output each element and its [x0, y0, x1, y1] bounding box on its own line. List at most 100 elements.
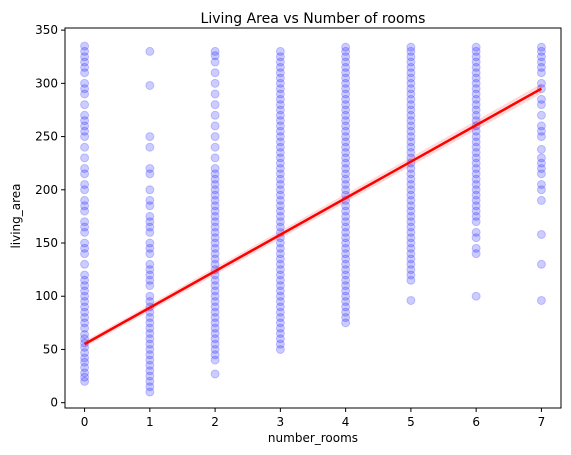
regression-line [83, 87, 543, 346]
data-point [341, 238, 351, 248]
data-point [145, 164, 155, 174]
data-point [341, 121, 351, 131]
data-point [341, 174, 351, 184]
y-tick-label: 250 [35, 130, 58, 144]
data-point [80, 169, 90, 179]
data-point [536, 185, 546, 195]
data-point [341, 100, 351, 110]
points-layer [80, 41, 546, 397]
data-point [275, 84, 285, 94]
data-point [80, 46, 90, 56]
data-point [145, 313, 155, 323]
data-point [406, 105, 416, 115]
data-point [210, 259, 220, 269]
data-point [210, 211, 220, 221]
data-point [275, 68, 285, 78]
data-point [406, 164, 416, 174]
data-point [341, 46, 351, 56]
data-point [275, 222, 285, 232]
data-point [80, 52, 90, 62]
data-point [275, 57, 285, 67]
data-point [80, 243, 90, 253]
data-point [275, 148, 285, 158]
data-point [145, 270, 155, 280]
plot-frame [64, 27, 562, 409]
data-point [471, 142, 481, 152]
data-point [210, 369, 220, 379]
data-point [210, 275, 220, 285]
data-point [341, 84, 351, 94]
data-point [210, 169, 220, 179]
x-tick-label: 4 [342, 415, 350, 429]
data-point [406, 238, 416, 248]
data-point [471, 100, 481, 110]
data-point [275, 243, 285, 253]
data-point [406, 42, 416, 52]
data-point [80, 227, 90, 237]
data-point [275, 275, 285, 285]
data-point [536, 62, 546, 72]
data-point [406, 46, 416, 56]
data-point [275, 206, 285, 216]
data-point [341, 158, 351, 168]
data-point [406, 233, 416, 243]
data-point [406, 94, 416, 104]
x-tick-label: 5 [407, 415, 415, 429]
data-point [406, 68, 416, 78]
data-point [341, 73, 351, 83]
data-point [406, 195, 416, 205]
data-point [406, 254, 416, 264]
data-point [275, 100, 285, 110]
data-point [341, 297, 351, 307]
data-point [80, 116, 90, 126]
data-point [210, 323, 220, 333]
data-point [471, 291, 481, 301]
data-point [145, 339, 155, 349]
data-point [80, 41, 90, 51]
data-point [536, 52, 546, 62]
data-point [341, 132, 351, 142]
data-point [275, 153, 285, 163]
data-point [406, 249, 416, 259]
data-point [210, 68, 220, 78]
data-point [406, 190, 416, 200]
data-point [275, 323, 285, 333]
data-point [80, 270, 90, 280]
data-point [275, 164, 285, 174]
data-point [341, 302, 351, 312]
data-point [341, 291, 351, 301]
data-point [145, 387, 155, 397]
data-point [406, 211, 416, 221]
data-point [536, 164, 546, 174]
data-point [471, 94, 481, 104]
data-point [341, 318, 351, 328]
data-point [471, 158, 481, 168]
data-point [536, 132, 546, 142]
data-point [341, 270, 351, 280]
data-point [471, 233, 481, 243]
data-point [341, 57, 351, 67]
data-point [145, 355, 155, 365]
data-point [471, 42, 481, 52]
data-point [80, 100, 90, 110]
data-point [275, 158, 285, 168]
data-point [275, 297, 285, 307]
data-point [341, 249, 351, 259]
y-tick-label: 0 [50, 396, 58, 410]
y-ticks: 0 50 100 150 200 250 300 350 [35, 23, 65, 410]
data-point [275, 313, 285, 323]
x-tick-label: 7 [538, 415, 546, 429]
data-point [275, 126, 285, 136]
data-point [80, 185, 90, 195]
data-point [341, 164, 351, 174]
data-point [275, 121, 285, 131]
x-tick-label: 6 [472, 415, 480, 429]
data-point [210, 217, 220, 227]
data-point [275, 259, 285, 269]
data-point [210, 281, 220, 291]
data-point [536, 42, 546, 52]
data-point [210, 307, 220, 317]
data-point [341, 116, 351, 126]
data-point [406, 265, 416, 275]
data-point [275, 291, 285, 301]
